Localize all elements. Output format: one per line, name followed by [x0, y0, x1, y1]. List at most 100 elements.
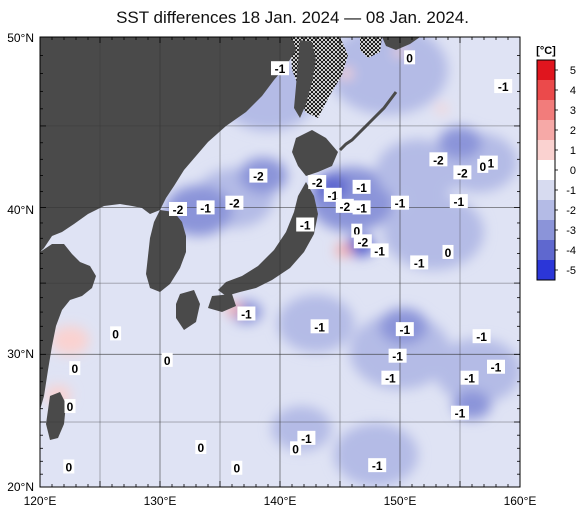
- colorbar-tick-label: -2: [566, 205, 576, 217]
- contour-label-bg: [237, 306, 256, 321]
- contour-label-bg: [310, 319, 329, 334]
- contour-label: 0: [442, 244, 454, 260]
- sst-anomaly-patch: [335, 244, 352, 257]
- contour-label: -1: [487, 359, 505, 375]
- contour-label: 0: [351, 223, 363, 239]
- contour-label: -1: [391, 195, 409, 211]
- longitude-labels: 120°E 130°E 140°E 150°E 160°E: [24, 494, 537, 508]
- contour-label-bg: [69, 361, 81, 376]
- contour-label-text: -1: [356, 201, 367, 215]
- contour-label-text: -1: [372, 459, 383, 473]
- sakhalin-island: [294, 40, 316, 118]
- hokkaido-island: [292, 130, 338, 176]
- sst-anomaly-patch: [50, 325, 90, 355]
- colorbar-swatch-n1: [537, 180, 555, 200]
- contour-label-text: 0: [112, 327, 119, 341]
- contour-label-bg: [169, 201, 187, 216]
- contour-label-text: -1: [301, 432, 312, 446]
- contour-label-text: -1: [275, 62, 286, 76]
- colorbar-swatch-n4: [537, 240, 555, 260]
- shikoku-island: [208, 294, 236, 312]
- contour-label-text: 0: [445, 246, 452, 260]
- contour-label-text: -1: [314, 320, 325, 334]
- contour-label: -1: [494, 79, 513, 94]
- contour-label-bg: [290, 441, 302, 456]
- contour-label-text: -2: [457, 166, 468, 180]
- contour-label-bg: [395, 322, 414, 337]
- colorbar-tick-label: 2: [570, 125, 576, 137]
- contour-label-bg: [225, 195, 244, 210]
- contour-label-bg: [368, 458, 387, 473]
- colorbar-tick-label: -1: [566, 185, 576, 197]
- contour-label-text: 0: [197, 441, 204, 455]
- contour-label-bg: [297, 430, 316, 445]
- asia-mainland: [40, 37, 296, 252]
- contour-label-text: -1: [498, 80, 509, 94]
- contour-label: -2: [249, 168, 268, 184]
- contour-label-text: -1: [464, 372, 475, 386]
- contour-label-text: 0: [71, 362, 78, 376]
- contour-label: -2: [353, 234, 372, 249]
- colorbar-swatch-p3: [537, 100, 555, 120]
- contour-label-bg: [249, 168, 268, 183]
- contour-label-bg: [460, 370, 479, 385]
- contour-label-text: 0: [233, 462, 240, 476]
- china-coast: [40, 244, 96, 410]
- contour-label: -1: [388, 348, 407, 364]
- contour-label-text: -2: [229, 197, 240, 211]
- contour-label-text: -2: [357, 235, 368, 249]
- colorbar-tick-label: -4: [566, 245, 576, 257]
- contour-label: -1: [196, 200, 215, 215]
- contour-label: -1: [395, 322, 414, 337]
- contour-label: -1: [297, 430, 316, 446]
- lat-label-20n: 20°N: [7, 480, 34, 494]
- contour-label: -2: [308, 175, 327, 190]
- sst-anomaly-patch: [334, 423, 418, 487]
- sst-anomaly-patch: [271, 406, 332, 452]
- contour-label-text: -1: [385, 372, 396, 386]
- sea-ice-kamchatka: [360, 37, 382, 58]
- contour-label-text: -2: [312, 176, 323, 190]
- contour-label-bg: [296, 217, 315, 232]
- lon-label-150e: 150°E: [384, 494, 417, 508]
- contour-label-bg: [429, 152, 448, 167]
- contour-label-text: -1: [300, 219, 311, 233]
- lon-label-140e: 140°E: [264, 494, 297, 508]
- honshu-island: [218, 182, 318, 296]
- contour-label: -1: [237, 306, 256, 322]
- contour-label: -2: [335, 198, 354, 214]
- kamchatka-peninsula: [382, 37, 420, 50]
- contour-label-bg: [352, 179, 371, 194]
- contour-label-bg: [271, 61, 289, 76]
- contour-label-text: -1: [414, 256, 425, 270]
- lon-label-160e: 160°E: [504, 494, 537, 508]
- colorbar-tick-label: 1: [570, 145, 576, 157]
- contour-label-text: -1: [491, 361, 502, 375]
- contour-label-text: -1: [392, 350, 403, 364]
- sst-anomaly-patch: [383, 194, 484, 270]
- contour-label-text: -2: [339, 200, 350, 214]
- colorbar-swatch-zero: [537, 160, 555, 180]
- contour-label-text: -1: [395, 197, 406, 211]
- contour-label: 0: [110, 326, 122, 341]
- contour-label: -1: [368, 458, 387, 473]
- contour-label-bg: [63, 459, 75, 474]
- contour-label-bg: [381, 370, 400, 385]
- colorbar-swatch-n2: [537, 200, 555, 220]
- contour-label-text: 0: [67, 400, 74, 414]
- contour-label-text: -1: [374, 244, 385, 258]
- contour-label-text: -1: [455, 407, 466, 421]
- colorbar-swatch-p2: [537, 120, 555, 140]
- anomaly-shading: [44, 37, 520, 487]
- contour-label-bg: [388, 348, 407, 363]
- contour-label-text: -1: [399, 323, 410, 337]
- lon-label-120e: 120°E: [24, 494, 57, 508]
- colorbar: [°C] 5 4 3 2 1 0 -1 -2 -3 -4 -5: [536, 45, 576, 281]
- contour-label: -1: [460, 370, 479, 386]
- korean-peninsula: [146, 210, 186, 292]
- taiwan-island: [46, 392, 66, 440]
- landmass: [40, 37, 420, 440]
- contour-label-bg: [351, 223, 363, 238]
- contour-label-bg: [353, 234, 372, 249]
